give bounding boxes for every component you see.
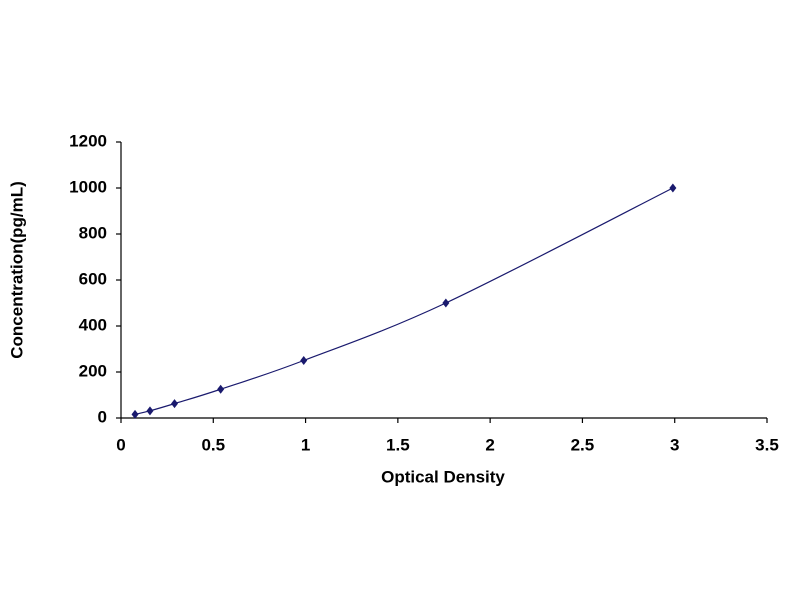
x-tick-label: 0.5 <box>201 435 225 454</box>
x-axis-label: Optical Density <box>381 467 505 486</box>
y-tick-label: 1200 <box>69 131 107 150</box>
point <box>300 356 308 365</box>
y-tick-label: 800 <box>79 223 107 242</box>
point <box>146 406 154 416</box>
x-tick-label: 2.5 <box>571 435 595 454</box>
point <box>217 384 225 394</box>
y-tick-label: 600 <box>79 269 107 288</box>
point <box>442 298 450 308</box>
x-tick-label: 1.5 <box>386 435 410 454</box>
y-tick-label: 400 <box>79 315 107 334</box>
point <box>171 399 179 409</box>
x-tick-label: 1 <box>301 435 310 454</box>
x-tick-label: 3.5 <box>755 435 779 454</box>
x-tick-label: 3 <box>670 435 679 454</box>
y-tick-label: 200 <box>79 361 107 380</box>
point <box>131 409 139 419</box>
y-tick-label: 0 <box>98 407 107 426</box>
x-tick-label: 2 <box>485 435 494 454</box>
x-tick-label: 0 <box>116 435 125 454</box>
curve <box>134 187 674 415</box>
y-tick-label: 1000 <box>69 177 107 196</box>
point <box>669 183 677 193</box>
y-axis-label: Concentration(pg/mL) <box>7 181 26 359</box>
